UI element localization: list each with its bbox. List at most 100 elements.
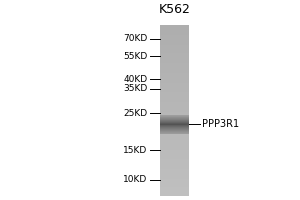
Bar bbox=[160, 121, 189, 122]
Bar bbox=[160, 186, 189, 187]
Bar bbox=[160, 153, 189, 154]
Bar bbox=[160, 149, 189, 150]
Bar bbox=[160, 57, 189, 59]
Bar bbox=[160, 114, 189, 116]
Bar bbox=[160, 160, 189, 162]
Text: K562: K562 bbox=[159, 3, 191, 16]
Bar bbox=[160, 130, 189, 132]
Bar bbox=[160, 193, 189, 194]
Bar bbox=[160, 123, 189, 124]
Bar bbox=[160, 169, 189, 170]
Bar bbox=[160, 119, 189, 120]
Bar bbox=[160, 180, 189, 182]
Bar bbox=[160, 128, 189, 129]
Bar bbox=[160, 174, 189, 176]
Bar bbox=[160, 172, 189, 173]
Bar bbox=[160, 33, 189, 35]
Bar bbox=[160, 65, 189, 66]
Bar bbox=[160, 116, 189, 117]
Text: 70KD: 70KD bbox=[123, 34, 148, 43]
Bar bbox=[160, 150, 189, 152]
Bar bbox=[160, 55, 189, 56]
Bar bbox=[160, 116, 189, 117]
Bar bbox=[160, 110, 189, 112]
Bar bbox=[160, 103, 189, 104]
Bar bbox=[160, 35, 189, 36]
Bar bbox=[160, 30, 189, 32]
Bar bbox=[160, 72, 189, 73]
Text: 40KD: 40KD bbox=[124, 75, 148, 84]
Bar bbox=[160, 164, 189, 166]
Bar bbox=[160, 29, 189, 30]
Bar bbox=[160, 92, 189, 93]
Bar bbox=[160, 132, 189, 133]
Text: 10KD: 10KD bbox=[123, 175, 148, 184]
Bar bbox=[160, 122, 189, 123]
Bar bbox=[160, 59, 189, 60]
Bar bbox=[160, 109, 189, 110]
Bar bbox=[160, 56, 189, 57]
Bar bbox=[160, 131, 189, 132]
Bar bbox=[160, 93, 189, 94]
Bar bbox=[160, 83, 189, 85]
Bar bbox=[160, 27, 189, 29]
Bar bbox=[160, 184, 189, 186]
Bar bbox=[160, 177, 189, 179]
Bar bbox=[160, 139, 189, 140]
Bar bbox=[160, 173, 189, 174]
Bar bbox=[160, 152, 189, 153]
Bar bbox=[160, 127, 189, 128]
Bar bbox=[160, 187, 189, 189]
Bar bbox=[160, 52, 189, 53]
Bar bbox=[160, 62, 189, 63]
Bar bbox=[160, 130, 189, 131]
Bar bbox=[160, 115, 189, 116]
Bar bbox=[160, 147, 189, 149]
Bar bbox=[160, 60, 189, 62]
Bar bbox=[160, 124, 189, 126]
Bar bbox=[160, 36, 189, 37]
Bar bbox=[160, 26, 189, 27]
Bar bbox=[160, 142, 189, 143]
Bar bbox=[160, 144, 189, 146]
Bar bbox=[160, 32, 189, 33]
Bar bbox=[160, 69, 189, 70]
Bar bbox=[160, 137, 189, 139]
Bar bbox=[160, 96, 189, 97]
Bar bbox=[160, 46, 189, 47]
Bar bbox=[160, 73, 189, 75]
Bar bbox=[160, 133, 189, 134]
Bar bbox=[160, 129, 189, 130]
Bar bbox=[160, 43, 189, 45]
Bar bbox=[160, 125, 189, 126]
Bar bbox=[160, 89, 189, 90]
Bar bbox=[160, 53, 189, 55]
Bar bbox=[160, 157, 189, 159]
Bar bbox=[160, 45, 189, 46]
Bar bbox=[160, 67, 189, 69]
Bar bbox=[160, 133, 189, 134]
Bar bbox=[160, 129, 189, 130]
Bar bbox=[160, 76, 189, 77]
Bar bbox=[160, 117, 189, 118]
Bar bbox=[160, 119, 189, 120]
Bar bbox=[160, 25, 189, 26]
Bar bbox=[160, 106, 189, 107]
Bar bbox=[160, 80, 189, 82]
Bar bbox=[160, 117, 189, 119]
Bar bbox=[160, 86, 189, 87]
Bar bbox=[160, 42, 189, 43]
Bar bbox=[160, 87, 189, 89]
Bar bbox=[160, 192, 189, 193]
Bar bbox=[160, 140, 189, 142]
Bar bbox=[160, 49, 189, 50]
Bar bbox=[160, 113, 189, 114]
Bar bbox=[160, 162, 189, 163]
Bar bbox=[160, 124, 189, 125]
Bar bbox=[160, 134, 189, 136]
Bar bbox=[160, 40, 189, 42]
Bar bbox=[160, 167, 189, 169]
Bar bbox=[160, 97, 189, 99]
Bar bbox=[160, 82, 189, 83]
Bar bbox=[160, 112, 189, 113]
